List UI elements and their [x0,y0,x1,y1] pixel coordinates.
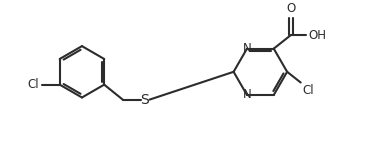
Text: S: S [141,93,149,107]
Text: N: N [243,88,251,101]
Text: O: O [286,2,296,15]
Text: Cl: Cl [28,78,39,91]
Text: Cl: Cl [302,84,314,97]
Text: N: N [243,42,251,55]
Text: OH: OH [309,29,327,42]
